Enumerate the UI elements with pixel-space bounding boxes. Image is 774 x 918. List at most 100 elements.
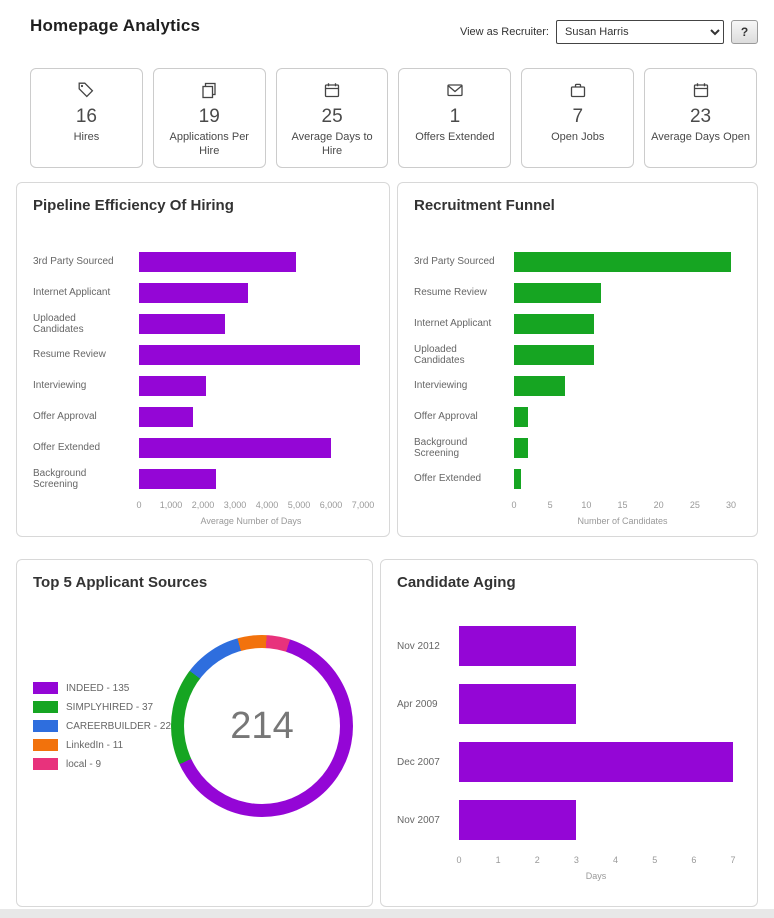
axis-tick: 0 (136, 500, 142, 510)
axis-tick: 6,000 (319, 500, 343, 510)
calendar-icon (277, 81, 388, 101)
axis-tick: 4 (613, 855, 619, 865)
bar-background-screening[interactable] (514, 437, 529, 458)
bar-track (514, 339, 731, 370)
x-axis-label: Average Number of Days (200, 516, 302, 526)
recruitment-funnel-chart: 3rd Party Sourced Resume Review Internet A… (414, 246, 741, 526)
bar-track (139, 463, 363, 494)
recruiter-select[interactable]: Susan Harris (556, 20, 724, 44)
x-axis: 0 1 2 3 4 5 6 7 (456, 855, 735, 867)
bar-offer-extended[interactable] (139, 437, 331, 458)
bar-offer-extended[interactable] (514, 468, 522, 489)
kpi-value: 16 (75, 106, 97, 127)
bar-track (459, 791, 733, 849)
category-label-offer-extended: Offer Extended (414, 473, 482, 484)
bar-track (139, 401, 363, 432)
panel-recruitment-funnel: Recruitment Funnel 3rd Party Sourced Resu… (397, 182, 758, 537)
legend-swatch (33, 739, 58, 751)
legend-item-careerbuilder[interactable]: CAREERBUILDER - 22 (33, 720, 171, 732)
view-as-recruiter-label: View as Recruiter: (459, 26, 549, 38)
page-header: Homepage Analytics View as Recruiter: Su… (0, 0, 774, 64)
category-label-3rd-party-sourced: 3rd Party Sourced (33, 256, 114, 267)
axis-tick: 1,000 (159, 500, 183, 510)
axis-tick: 7,000 (351, 500, 375, 510)
bar-track (514, 432, 731, 463)
kpi-label: Average Days to Hire (291, 131, 373, 157)
footer-bar (0, 909, 774, 918)
bar-track (514, 463, 731, 494)
bar-resume-review[interactable] (514, 282, 601, 303)
bar-offer-approval[interactable] (139, 406, 194, 427)
bar-background-screening[interactable] (139, 468, 216, 489)
bar-internet-applicant[interactable] (514, 313, 594, 334)
category-label-nov-2012: Nov 2012 (397, 640, 440, 652)
kpi-card-hires[interactable]: 16 Hires (30, 68, 143, 168)
kpi-card-applications-per-hire[interactable]: 19 Applications Per Hire (152, 68, 266, 168)
axis-tick: 4,000 (255, 500, 279, 510)
bar-track (139, 246, 363, 277)
candidate-aging-chart: Nov 2012 Apr 2009 Dec 2007 Nov 2007 0 1 2 3 4 5 6 7… (397, 617, 741, 881)
axis-tick: 2,000 (191, 500, 215, 510)
kpi-label: Applications Per Hire (169, 131, 249, 157)
axis-tick: 0 (456, 855, 462, 865)
panel-title: Pipeline Efficiency Of Hiring (33, 197, 234, 214)
legend-item-indeed[interactable]: INDEED - 135 (33, 682, 165, 694)
bar-track (514, 246, 731, 277)
category-label-internet-applicant: Internet Applicant (33, 287, 111, 298)
bar-track (514, 308, 731, 339)
kpi-card-average-days-open[interactable]: 23 Average Days Open (644, 68, 757, 168)
page-title: Homepage Analytics (30, 16, 201, 35)
axis-tick: 5 (652, 855, 658, 865)
bar-track (139, 432, 363, 463)
x-axis: 0 5 10 15 20 25 30 (511, 500, 736, 512)
kpi-label: Open Jobs (551, 131, 605, 143)
bar-track (139, 308, 363, 339)
category-label-resume-review: Resume Review (33, 349, 106, 360)
legend-swatch (33, 682, 58, 694)
kpi-card-open-jobs[interactable]: 7 Open Jobs (521, 68, 635, 168)
briefcase-icon (522, 81, 633, 101)
bar-track (514, 401, 731, 432)
category-label-3rd-party-sourced: 3rd Party Sourced (414, 256, 495, 267)
legend-item-simplyhired[interactable]: SIMPLYHIRED - 37 (33, 701, 165, 713)
legend-swatch (33, 701, 58, 713)
bar-uploaded-candidates[interactable] (514, 344, 594, 365)
axis-tick: 2 (534, 855, 540, 865)
axis-tick: 15 (617, 500, 628, 510)
bar-uploaded-candidates[interactable] (139, 313, 226, 334)
kpi-card-average-days-to-hire[interactable]: 25 Average Days to Hire (275, 68, 389, 168)
bar-track (514, 277, 731, 308)
bar-nov-2012[interactable] (459, 626, 577, 666)
category-label-resume-review: Resume Review (414, 287, 487, 298)
axis-tick: 20 (653, 500, 664, 510)
kpi-value: 23 (689, 106, 712, 127)
legend-label: LinkedIn - 11 (66, 739, 124, 751)
bar-internet-applicant[interactable] (139, 282, 248, 303)
bar-3rd-party-sourced[interactable] (514, 251, 731, 272)
donut-chart[interactable]: 214 (171, 635, 353, 817)
calendar-icon (645, 81, 756, 101)
axis-tick: 30 (725, 500, 737, 510)
kpi-value: 1 (449, 106, 461, 127)
donut-legend: INDEED - 135 SIMPLYHIRED - 37 CAREERBUILDE… (33, 675, 171, 777)
category-label-offer-approval: Offer Approval (414, 411, 478, 422)
kpi-card-offers-extended[interactable]: 1 Offers Extended (398, 68, 512, 168)
bar-interviewing[interactable] (139, 375, 207, 396)
legend-item-local[interactable]: local - 9 (33, 758, 165, 770)
bar-apr-2009[interactable] (459, 684, 577, 724)
pipeline-efficiency-chart: 3rd Party Sourced Internet Applicant Uploa… (33, 246, 375, 526)
bar-interviewing[interactable] (514, 375, 565, 396)
axis-tick: 5,000 (287, 500, 311, 510)
legend-item-linkedin[interactable]: LinkedIn - 11 (33, 739, 165, 751)
bar-dec-2007[interactable] (459, 742, 733, 782)
category-label-internet-applicant: Internet Applicant (414, 318, 492, 329)
help-button[interactable]: ? (731, 20, 758, 44)
bar-track (459, 617, 733, 675)
bar-resume-review[interactable] (139, 344, 360, 365)
bar-offer-approval[interactable] (514, 406, 529, 427)
legend-swatch (33, 720, 58, 732)
axis-tick: 0 (511, 500, 517, 510)
bar-3rd-party-sourced[interactable] (139, 251, 296, 272)
bar-nov-2007[interactable] (459, 800, 577, 840)
category-label-uploaded-candidates: Uploaded Candidates (33, 312, 84, 335)
